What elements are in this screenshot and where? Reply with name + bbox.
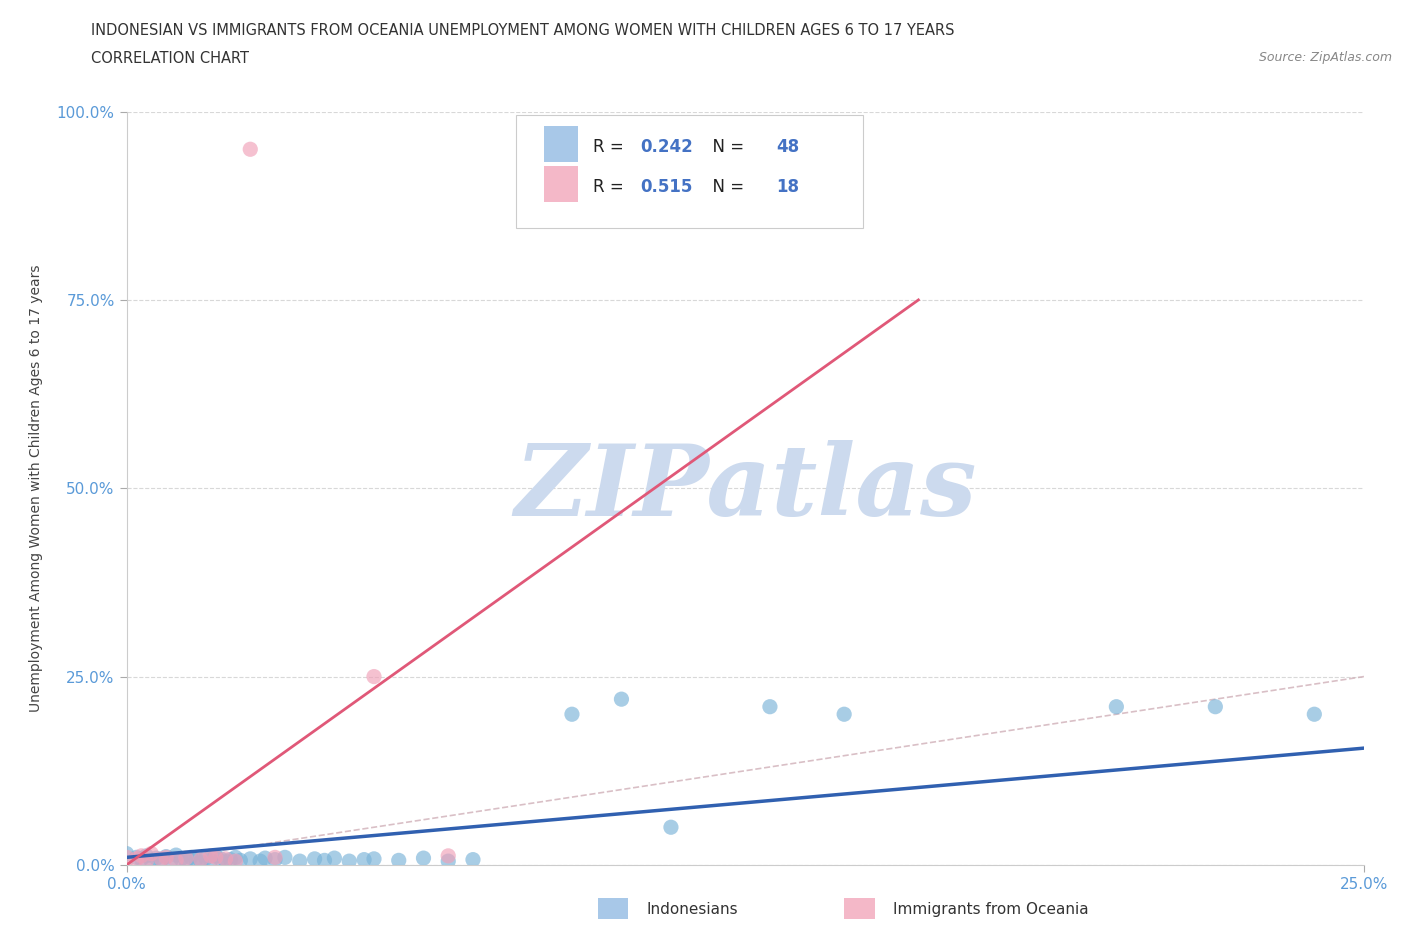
Point	[214, 852, 236, 867]
Point	[461, 852, 484, 867]
Text: 0.515: 0.515	[640, 178, 692, 196]
Point	[1105, 699, 1128, 714]
Point	[125, 850, 148, 865]
Point	[323, 851, 346, 866]
Point	[239, 852, 262, 867]
Text: 0.242: 0.242	[640, 138, 693, 156]
FancyBboxPatch shape	[544, 126, 578, 162]
Point	[229, 853, 252, 868]
Point	[214, 854, 236, 869]
Point	[115, 850, 138, 865]
Point	[141, 854, 163, 869]
Point	[190, 855, 212, 870]
Point	[150, 852, 173, 867]
Point	[224, 854, 246, 869]
Point	[832, 707, 855, 722]
Point	[204, 848, 226, 863]
Point	[1303, 707, 1326, 722]
Point	[141, 846, 163, 861]
Point	[1204, 699, 1226, 714]
Text: R =: R =	[593, 138, 628, 156]
Text: Immigrants from Oceania: Immigrants from Oceania	[893, 902, 1088, 917]
Text: N =: N =	[702, 178, 749, 196]
FancyBboxPatch shape	[544, 166, 578, 202]
Point	[239, 142, 262, 157]
FancyBboxPatch shape	[516, 115, 863, 229]
Point	[155, 872, 177, 887]
Text: 48: 48	[776, 138, 799, 156]
Point	[659, 820, 682, 835]
Point	[437, 848, 460, 863]
Point	[145, 851, 167, 866]
Point	[194, 851, 217, 866]
Point	[150, 852, 173, 867]
Point	[363, 852, 385, 867]
Point	[204, 850, 226, 865]
Point	[165, 847, 187, 862]
Point	[353, 852, 375, 867]
Point	[155, 850, 177, 865]
Point	[759, 699, 782, 714]
Point	[610, 692, 633, 707]
Text: Indonesians: Indonesians	[647, 902, 738, 917]
Point	[115, 846, 138, 861]
Point	[274, 850, 297, 865]
Point	[200, 848, 222, 863]
Point	[125, 852, 148, 867]
Point	[131, 848, 153, 863]
Point	[170, 852, 193, 867]
Text: CORRELATION CHART: CORRELATION CHART	[91, 51, 249, 66]
Point	[135, 854, 157, 869]
Point	[184, 852, 207, 867]
Point	[131, 852, 153, 867]
Point	[304, 852, 326, 867]
Text: ZIPatlas: ZIPatlas	[515, 440, 976, 537]
Point	[337, 854, 360, 869]
Point	[160, 853, 183, 868]
Point	[412, 851, 434, 866]
Text: N =: N =	[702, 138, 749, 156]
Point	[314, 853, 336, 868]
Point	[209, 852, 232, 867]
Point	[200, 853, 222, 868]
Text: R =: R =	[593, 178, 628, 196]
Y-axis label: Unemployment Among Women with Children Ages 6 to 17 years: Unemployment Among Women with Children A…	[30, 264, 42, 712]
Point	[254, 851, 277, 866]
Point	[288, 854, 311, 869]
Point	[561, 707, 583, 722]
Point	[363, 670, 385, 684]
Text: INDONESIAN VS IMMIGRANTS FROM OCEANIA UNEMPLOYMENT AMONG WOMEN WITH CHILDREN AGE: INDONESIAN VS IMMIGRANTS FROM OCEANIA UN…	[91, 23, 955, 38]
Point	[219, 852, 242, 867]
Point	[249, 854, 271, 869]
Point	[190, 852, 212, 867]
Point	[224, 850, 246, 865]
Point	[174, 851, 197, 866]
Point	[388, 853, 411, 868]
Text: 18: 18	[776, 178, 799, 196]
Point	[135, 848, 157, 863]
Point	[437, 854, 460, 869]
Point	[190, 872, 212, 887]
Point	[155, 849, 177, 864]
Text: Source: ZipAtlas.com: Source: ZipAtlas.com	[1258, 51, 1392, 64]
Point	[264, 850, 287, 865]
Point	[180, 850, 202, 865]
Point	[174, 854, 197, 869]
Point	[264, 852, 287, 867]
Point	[165, 853, 187, 868]
